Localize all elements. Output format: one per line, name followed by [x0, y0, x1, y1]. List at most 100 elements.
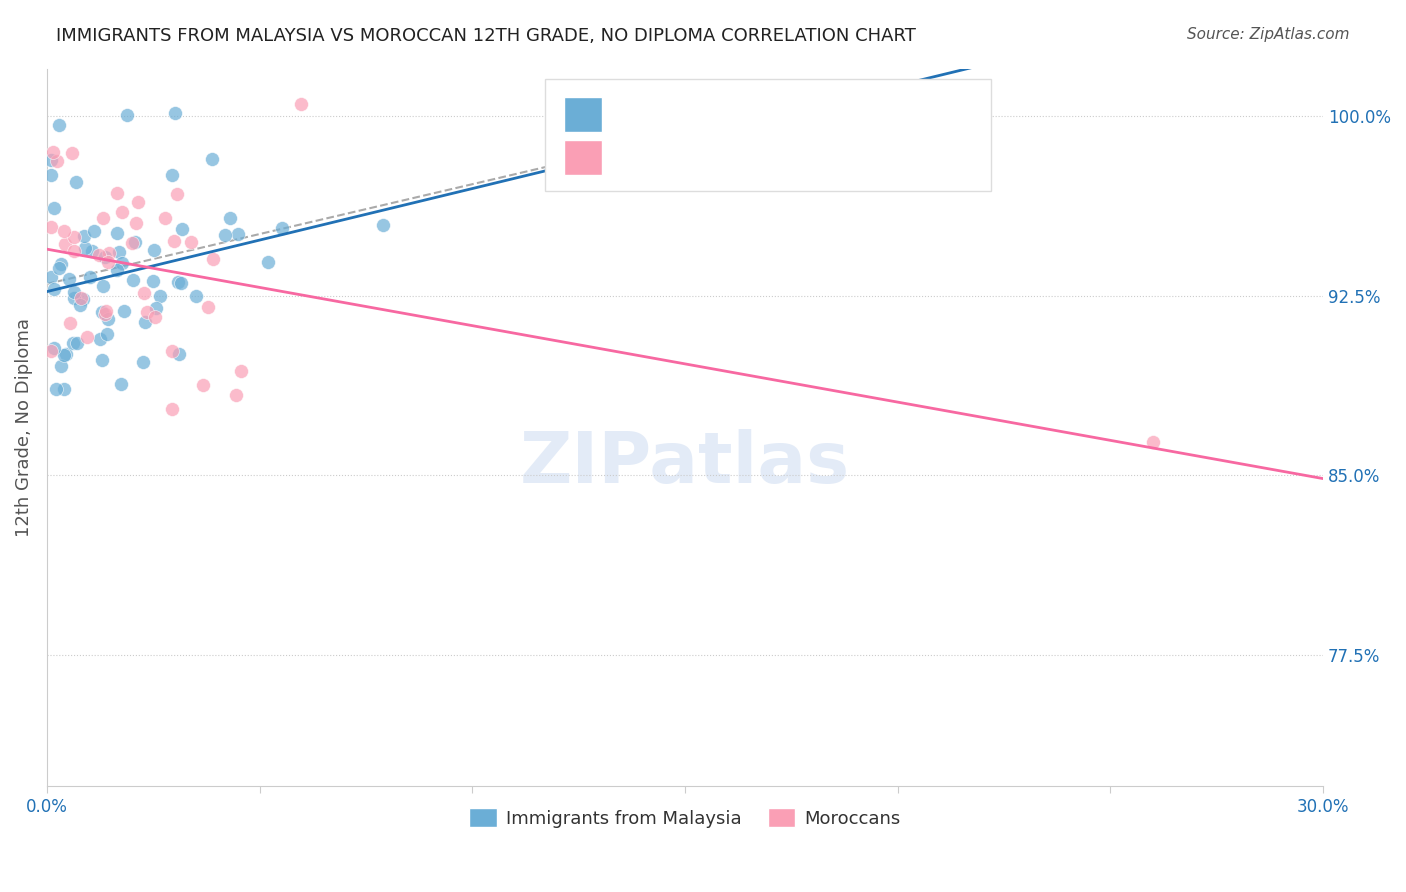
Immigrants from Malaysia	[170, 276, 193, 290]
Moroccans	[127, 194, 149, 209]
Immigrants from Malaysia	[72, 292, 94, 306]
Immigrants from Malaysia	[49, 257, 72, 271]
Immigrants from Malaysia	[48, 118, 70, 132]
Text: N =: N =	[748, 106, 782, 124]
Immigrants from Malaysia	[105, 226, 128, 240]
Moroccans	[60, 146, 83, 161]
Immigrants from Malaysia	[124, 235, 146, 249]
Immigrants from Malaysia	[73, 229, 96, 244]
Moroccans	[91, 211, 114, 225]
Text: R = -0.146   N = 39: R = -0.146 N = 39	[614, 149, 792, 168]
Immigrants from Malaysia	[44, 341, 66, 355]
Text: ZIPatlas: ZIPatlas	[520, 429, 851, 498]
Y-axis label: 12th Grade, No Diploma: 12th Grade, No Diploma	[15, 318, 32, 537]
FancyBboxPatch shape	[564, 140, 602, 175]
Moroccans	[93, 307, 115, 321]
Immigrants from Malaysia	[219, 211, 242, 225]
Immigrants from Malaysia	[132, 355, 155, 369]
Immigrants from Malaysia	[42, 201, 65, 215]
Moroccans	[39, 344, 62, 359]
Legend: Immigrants from Malaysia, Moroccans: Immigrants from Malaysia, Moroccans	[463, 801, 908, 835]
Immigrants from Malaysia	[52, 348, 75, 362]
Moroccans	[42, 145, 65, 159]
Immigrants from Malaysia	[105, 262, 128, 277]
Text: 63: 63	[785, 106, 810, 124]
Immigrants from Malaysia	[79, 270, 101, 285]
Moroccans	[163, 235, 186, 249]
Immigrants from Malaysia	[226, 227, 249, 241]
Immigrants from Malaysia	[257, 254, 280, 268]
Moroccans	[180, 235, 202, 250]
FancyBboxPatch shape	[564, 97, 602, 132]
Text: N =: N =	[748, 149, 782, 168]
Text: Source: ZipAtlas.com: Source: ZipAtlas.com	[1187, 27, 1350, 42]
Immigrants from Malaysia	[44, 282, 66, 296]
Immigrants from Malaysia	[143, 244, 166, 258]
Immigrants from Malaysia	[110, 376, 132, 391]
Immigrants from Malaysia	[108, 244, 131, 259]
Moroccans	[225, 388, 247, 402]
Moroccans	[162, 343, 184, 358]
Moroccans	[229, 364, 252, 378]
Immigrants from Malaysia	[373, 218, 395, 232]
Text: 39: 39	[785, 149, 810, 168]
Immigrants from Malaysia	[117, 108, 139, 122]
Moroccans	[197, 300, 219, 314]
Moroccans	[70, 291, 93, 305]
Moroccans	[132, 286, 155, 301]
Moroccans	[76, 330, 98, 344]
Moroccans	[52, 224, 75, 238]
Immigrants from Malaysia	[49, 359, 72, 373]
Text: R =   0.196   N = 63: R = 0.196 N = 63	[614, 106, 797, 124]
Moroccans	[53, 236, 76, 251]
Immigrants from Malaysia	[45, 382, 67, 396]
Moroccans	[98, 245, 121, 260]
Immigrants from Malaysia	[167, 347, 190, 361]
Moroccans	[125, 216, 148, 230]
Moroccans	[39, 219, 62, 234]
Immigrants from Malaysia	[80, 244, 103, 258]
Immigrants from Malaysia	[160, 168, 183, 182]
Immigrants from Malaysia	[111, 256, 134, 270]
Immigrants from Malaysia	[55, 347, 77, 361]
Moroccans	[201, 252, 224, 267]
Immigrants from Malaysia	[65, 175, 87, 189]
Immigrants from Malaysia	[93, 279, 115, 293]
Immigrants from Malaysia	[94, 250, 117, 264]
Immigrants from Malaysia	[62, 285, 84, 299]
Immigrants from Malaysia	[134, 315, 156, 329]
Text: R =   0.196   N = 63: R = 0.196 N = 63	[609, 105, 806, 125]
Immigrants from Malaysia	[58, 272, 80, 286]
Moroccans	[143, 310, 166, 324]
Moroccans	[97, 255, 120, 269]
Immigrants from Malaysia	[170, 222, 193, 236]
Immigrants from Malaysia	[142, 274, 165, 288]
Immigrants from Malaysia	[52, 382, 75, 396]
Moroccans	[121, 235, 143, 250]
Immigrants from Malaysia	[91, 304, 114, 318]
Text: 0.196: 0.196	[655, 106, 713, 124]
Immigrants from Malaysia	[66, 336, 89, 351]
Immigrants from Malaysia	[149, 289, 172, 303]
Immigrants from Malaysia	[90, 352, 112, 367]
Immigrants from Malaysia	[62, 336, 84, 351]
Moroccans	[155, 211, 177, 225]
Immigrants from Malaysia	[121, 273, 143, 287]
Moroccans	[160, 401, 183, 416]
Immigrants from Malaysia	[73, 241, 96, 255]
Moroccans	[136, 304, 159, 318]
Moroccans	[1142, 435, 1164, 450]
Immigrants from Malaysia	[184, 289, 207, 303]
Immigrants from Malaysia	[97, 312, 120, 326]
Immigrants from Malaysia	[201, 152, 224, 166]
Moroccans	[290, 97, 312, 112]
Moroccans	[166, 186, 188, 201]
Immigrants from Malaysia	[145, 301, 167, 315]
Immigrants from Malaysia	[167, 275, 190, 289]
Immigrants from Malaysia	[63, 292, 86, 306]
Moroccans	[94, 304, 117, 318]
Moroccans	[105, 186, 128, 200]
Immigrants from Malaysia	[270, 221, 292, 235]
Immigrants from Malaysia	[39, 153, 62, 168]
Immigrants from Malaysia	[48, 260, 70, 275]
